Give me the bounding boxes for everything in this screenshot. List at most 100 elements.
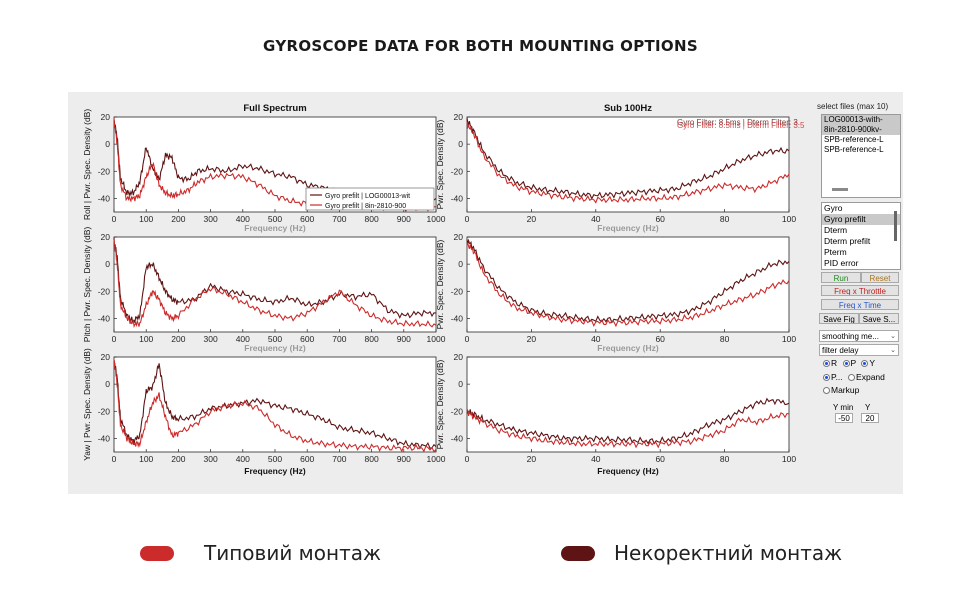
file-listbox[interactable]: LOG00013-with- 8in-2810-900kv- SPB-refer… <box>821 114 901 198</box>
type-item-gyro-prefilt[interactable]: Gyro prefilt <box>822 214 900 225</box>
radio-expand[interactable] <box>848 374 856 381</box>
smoothing-dropdown-value: smoothing me... <box>822 332 879 341</box>
radio-psd-label: P... <box>831 372 843 382</box>
legend-swatch-incorrect <box>561 546 595 561</box>
x-tick-label: 200 <box>171 454 185 464</box>
file-item[interactable]: SPB-reference-L <box>824 145 884 154</box>
x-tick-label: 60 <box>655 454 665 464</box>
y-tick-label: 0 <box>105 379 110 389</box>
radio-yaw[interactable] <box>861 360 869 367</box>
x-tick-label: 60 <box>655 334 665 344</box>
run-button[interactable]: Run <box>821 272 861 283</box>
smoothing-dropdown[interactable]: smoothing me... ⌄ <box>819 330 899 342</box>
x-tick-label: 500 <box>268 454 282 464</box>
y-axis-label: Roll | Pwr. Spec. Density (dB) <box>82 109 92 220</box>
x-tick-label: 600 <box>300 214 314 224</box>
plot-area <box>466 116 790 213</box>
radio-pitch[interactable] <box>842 360 850 367</box>
x-tick-label: 100 <box>139 454 153 464</box>
y-tick-label: 20 <box>101 352 111 362</box>
freq-time-button[interactable]: Freq x Time <box>821 299 899 310</box>
radio-expand-label: Expand <box>856 372 885 382</box>
y-tick-label: 0 <box>458 379 463 389</box>
type-item-pterm[interactable]: Pterm <box>824 247 847 257</box>
type-item-dterm[interactable]: Dterm <box>824 225 848 235</box>
x-tick-label: 900 <box>397 334 411 344</box>
x-tick-label: 100 <box>782 454 796 464</box>
radio-pitch-label: P <box>850 358 857 368</box>
x-tick-label: 700 <box>332 454 346 464</box>
radio-roll-label: R <box>831 358 838 368</box>
y-tick-label: 20 <box>101 112 111 122</box>
y-tick-label: -20 <box>451 286 464 296</box>
radio-psd[interactable] <box>823 374 830 381</box>
y-tick-label: -40 <box>98 313 111 323</box>
x-tick-label: 400 <box>236 334 250 344</box>
type-item-dterm-prefilt[interactable]: Dterm prefilt <box>824 236 871 246</box>
x-tick-label: 200 <box>171 214 185 224</box>
legend-swatch-typical <box>140 546 174 561</box>
type-item-gyro[interactable]: Gyro <box>824 203 843 213</box>
control-sidebar: select files (max 10) LOG00013-with- 8in… <box>815 100 903 430</box>
ymin-input[interactable]: -50 <box>835 413 853 423</box>
data-type-listbox[interactable]: Gyro Gyro prefilt Dterm Dterm prefilt Pt… <box>821 202 901 270</box>
subplot: 0 100 200 300 400 500 600 700 800 900 1000200-20-4… <box>82 227 446 353</box>
chevron-down-icon: ⌄ <box>890 347 896 354</box>
save-fig-button[interactable]: Save Fig <box>819 313 859 324</box>
file-list-scrollbar[interactable] <box>832 188 848 191</box>
y-tick-label: 20 <box>101 232 111 242</box>
filter-delay-dropdown-value: filter delay <box>822 346 859 355</box>
y-axis-label: Pitch | Pwr. Spec. Density (dB) <box>82 227 92 343</box>
reset-button[interactable]: Reset <box>861 272 899 283</box>
series-line <box>466 117 790 200</box>
y-tick-label: 0 <box>105 259 110 269</box>
save-settings-button[interactable]: Save S... <box>859 313 899 324</box>
filter-annotation: Gyro Filter: 8.5ms | Dterm Filter: 3. <box>677 118 800 127</box>
x-tick-label: 20 <box>527 334 537 344</box>
markup-radio-group: Markup <box>823 385 859 395</box>
legend-label-incorrect: Некоректний монтаж <box>614 541 843 565</box>
x-tick-label: 1000 <box>427 334 446 344</box>
view-radio-group: P... Expand <box>823 372 885 382</box>
x-tick-label: 500 <box>268 214 282 224</box>
chevron-down-icon: ⌄ <box>890 333 896 340</box>
radio-roll[interactable] <box>823 360 830 367</box>
x-tick-label: 0 <box>465 214 470 224</box>
subplot-title: Full Spectrum <box>243 103 306 114</box>
radio-markup[interactable] <box>823 387 830 394</box>
plot-area <box>466 236 790 333</box>
file-item[interactable]: 8in-2810-900kv- <box>822 125 900 135</box>
x-axis-label: Frequency (Hz) <box>597 223 659 233</box>
axis-radio-group: R P Y <box>823 358 875 368</box>
type-list-scrollbar[interactable] <box>894 211 897 241</box>
subplot: 0 20 40 60 80 100 20 0 -20 -40 Pwr. Spec. Density … <box>435 232 796 353</box>
x-tick-label: 100 <box>782 334 796 344</box>
filter-delay-dropdown[interactable]: filter delay ⌄ <box>819 344 899 356</box>
legend-box <box>305 187 435 211</box>
y-axis-label: Pwr. Spec. Density (dB) <box>435 239 445 329</box>
filter-annotation: Gyro Filter: 8.5ms | Dterm Filter: 3.5 <box>677 121 805 130</box>
x-tick-label: 1000 <box>427 214 446 224</box>
x-tick-label: 40 <box>591 334 601 344</box>
freq-throttle-button[interactable]: Freq x Throttle <box>821 285 899 296</box>
y-axis-label: Pwr. Spec. Density (dB) <box>435 119 445 209</box>
series-line <box>113 359 437 453</box>
file-item[interactable]: SPB-reference-L <box>824 135 884 144</box>
x-tick-label: 1000 <box>427 454 446 464</box>
x-tick-label: 60 <box>655 214 665 224</box>
subplot: 0 100 200 300 400 500 600 700 800 900 1000200-20-4… <box>82 103 446 233</box>
y-tick-label: 20 <box>454 232 464 242</box>
ymax-input[interactable]: 20 <box>861 413 879 423</box>
legend-label-typical: Типовий монтаж <box>204 541 381 565</box>
y-tick-label: -40 <box>98 433 111 443</box>
y-axis-label: Pwr. Spec. Density (dB) <box>435 359 445 449</box>
x-axis-label: Frequency (Hz) <box>244 223 306 233</box>
x-tick-label: 20 <box>527 454 537 464</box>
series-line <box>113 239 437 328</box>
x-tick-label: 400 <box>236 454 250 464</box>
type-item-pid-error[interactable]: PID error <box>824 258 859 268</box>
page-title: GYROSCOPE DATA FOR BOTH MOUNTING OPTIONS <box>263 37 698 55</box>
x-tick-label: 0 <box>465 454 470 464</box>
subplot: 0 100 200 300 400 500 600 700 800 900 1000200-20-4… <box>82 348 446 476</box>
file-item[interactable]: LOG00013-with- <box>822 115 900 125</box>
